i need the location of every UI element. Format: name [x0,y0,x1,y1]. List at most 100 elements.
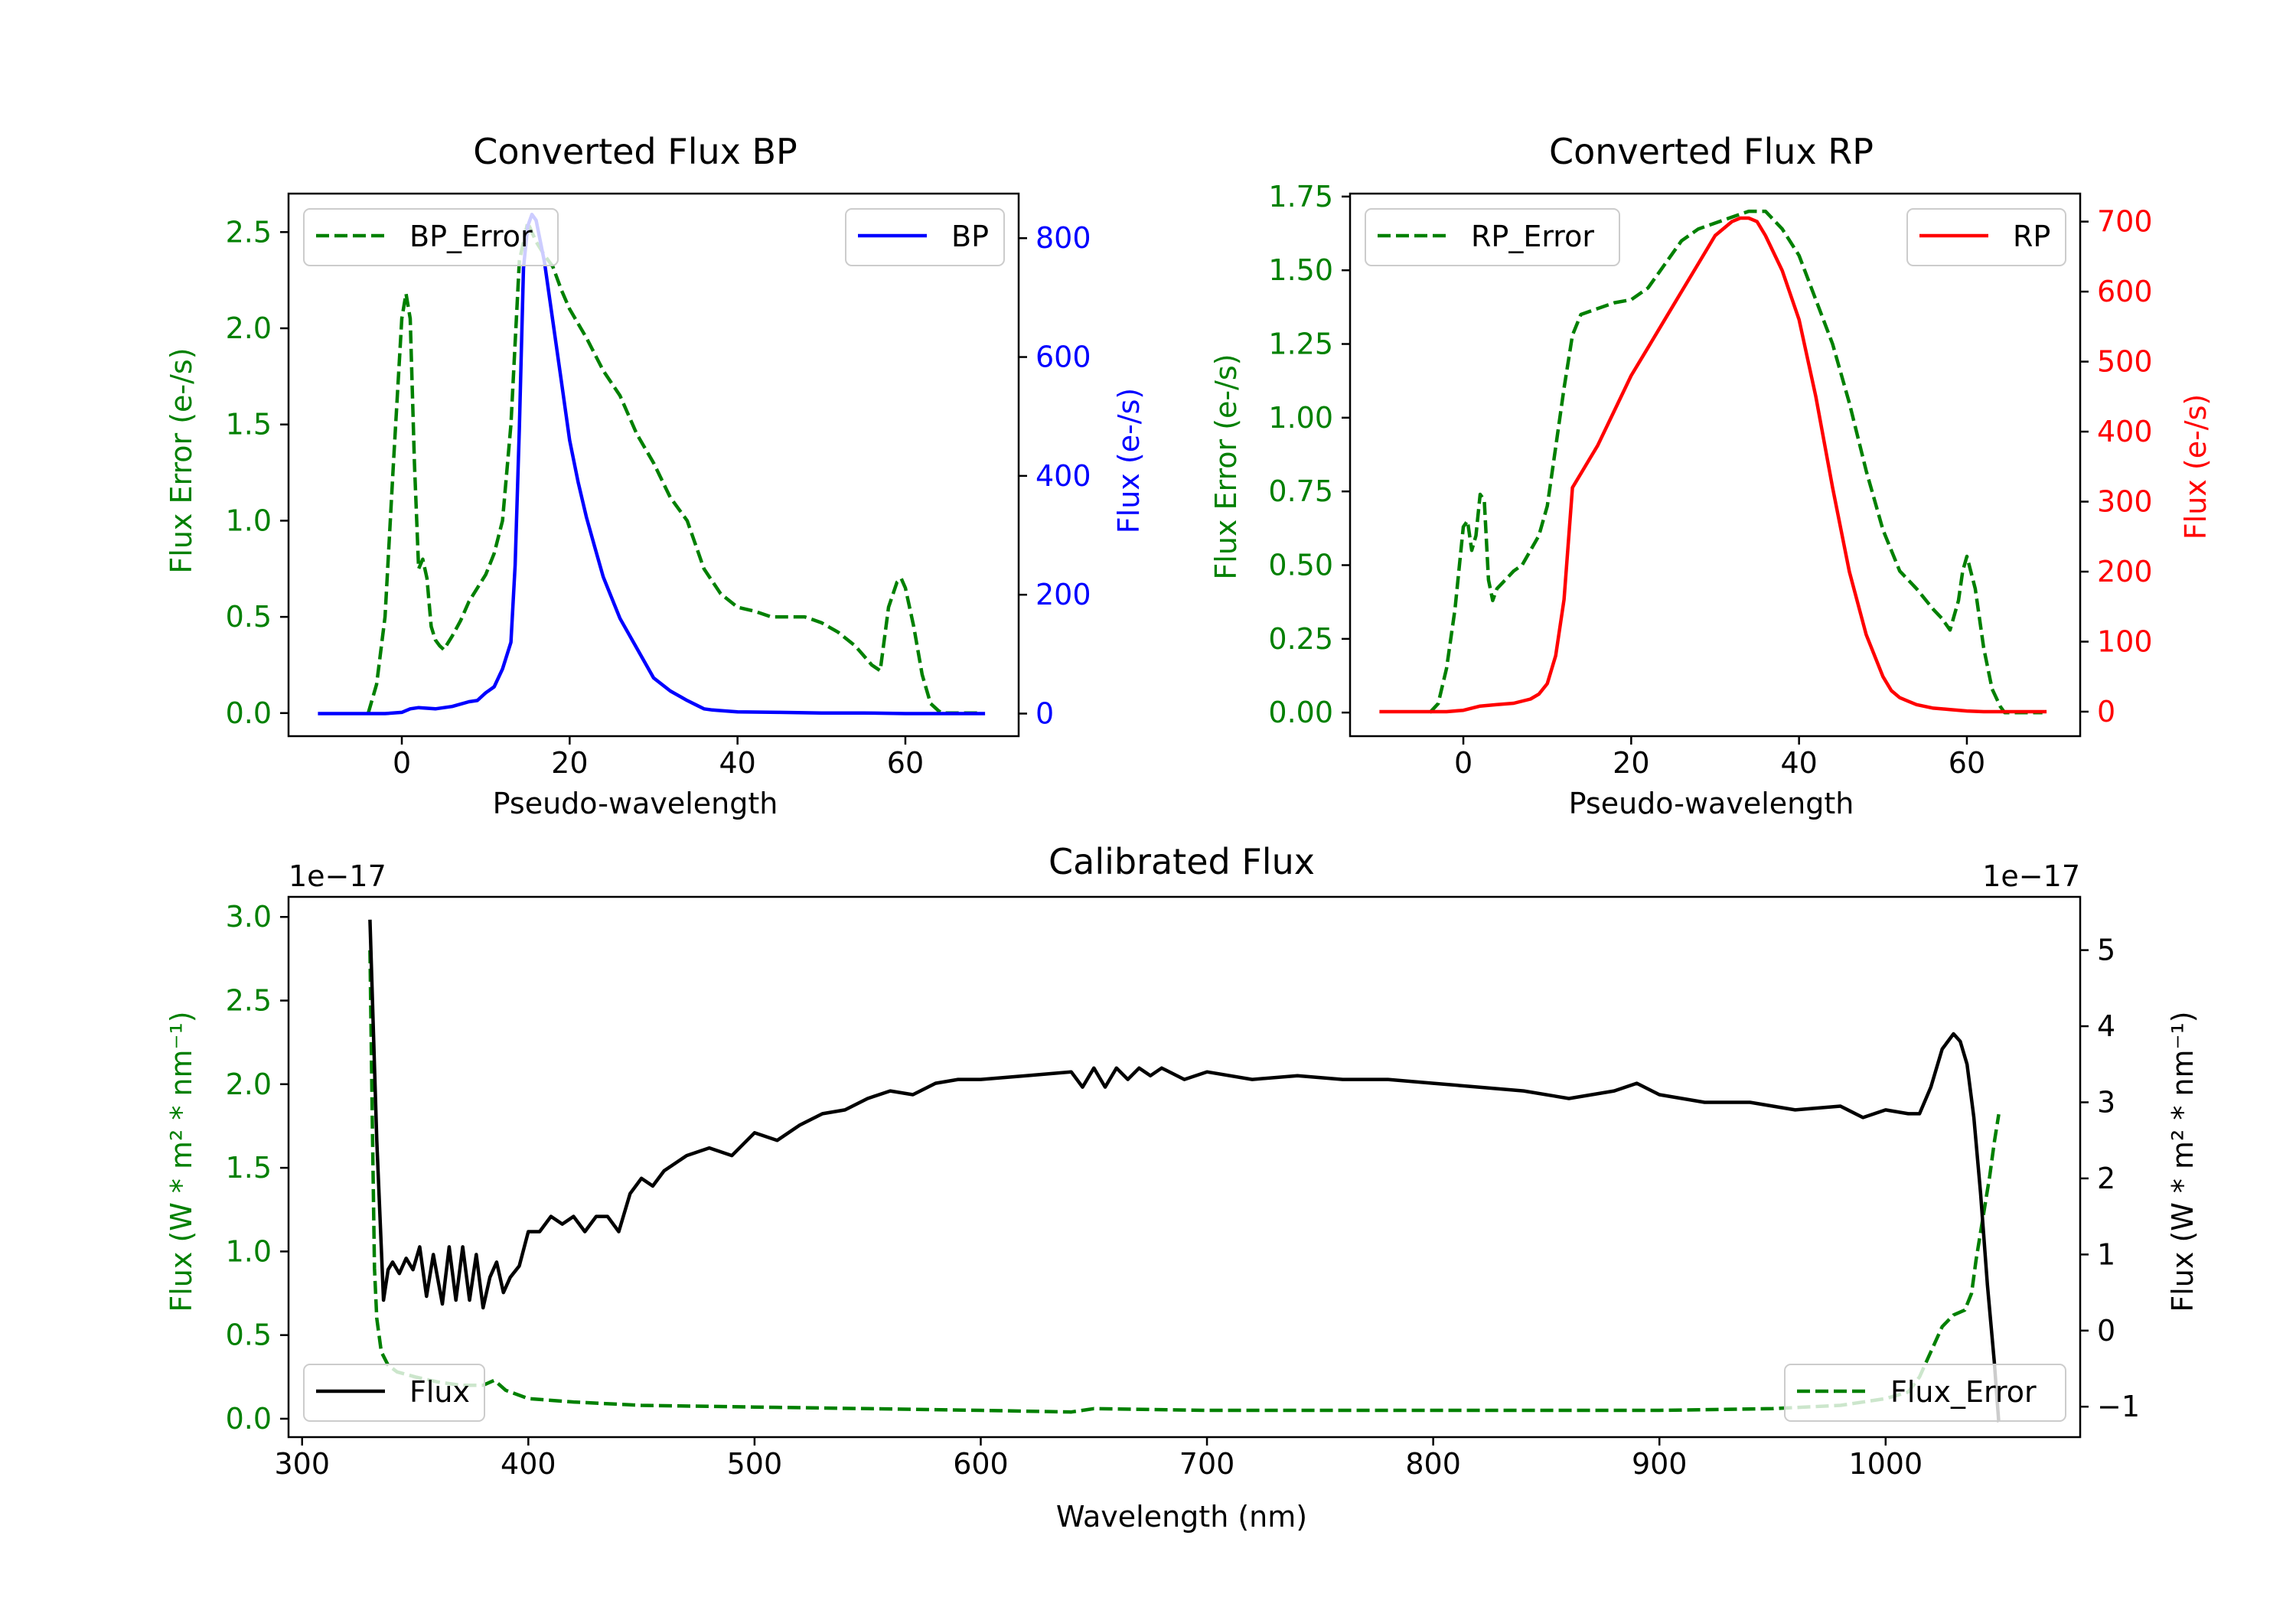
rp-legend-flux-label: RP [2013,220,2050,253]
cal-x-tick-label: 700 [1179,1447,1235,1481]
rp-right-tick-label: 100 [2097,624,2153,658]
cal-x-tick-label: 1000 [1848,1447,1923,1481]
bp-legend-error-label: BP_Error [409,220,533,253]
rp-left-axis-label: Flux Error (e-/s) [1209,354,1243,579]
bp-left-axis-label: Flux Error (e-/s) [165,347,198,573]
bp-left-tick-label: 0.5 [226,600,272,634]
bp-left-tick-label: 2.0 [226,311,272,345]
cal-flux-line [368,919,2001,1423]
rp-right-tick-label: 400 [2097,415,2153,448]
rp-title: Converted Flux RP [1549,131,1874,172]
rp-x-tick-label: 20 [1613,746,1649,780]
rp-legend-flux: RP [1906,208,2066,266]
rp-x-axis-label: Pseudo-wavelength [1569,787,1854,820]
bp-left-tick-label: 0.0 [226,696,272,730]
rp-right-tick-label: 600 [2097,275,2153,308]
rp-right-tick-label: 0 [2097,695,2115,729]
bp-x-tick-label: 40 [719,746,755,780]
bp-legend-flux: BP [845,208,1005,266]
rp-left-tick-label: 1.00 [1268,401,1333,435]
bp-legend-error-box [303,208,559,266]
cal-right-tick-label: 4 [2097,1009,2115,1043]
cal-legend-flux-label: Flux [409,1375,470,1409]
cal-left-tick-label: 3.0 [226,900,272,934]
bp-right-tick-label: 200 [1035,578,1091,611]
rp-right-tick-label: 300 [2097,485,2153,519]
cal-right-tick-label: 2 [2097,1162,2115,1195]
cal-right-tick-label: 3 [2097,1085,2115,1119]
cal-x-tick-label: 600 [953,1447,1009,1481]
rp-right-tick-label: 200 [2097,555,2153,588]
bp-legend-flux-label: BP [951,220,989,253]
rp-legend-error: RP_Error [1365,208,1620,266]
bp-error-line [367,220,981,715]
rp-right-tick-label: 700 [2097,205,2153,239]
panel-calibrated-flux: Calibrated Flux Wavelength (nm) Flux (W … [165,841,2200,1534]
bp-x-tick-label: 20 [551,746,588,780]
rp-legend-error-box [1365,208,1620,266]
bp-right-tick-label: 600 [1035,341,1091,374]
cal-x-tick-label: 900 [1632,1447,1688,1481]
rp-left-tick-label: 1.75 [1268,180,1333,214]
cal-left-axis-label: Flux (W * m² * nm⁻¹) [165,1011,198,1312]
panel-converted-flux-rp: Converted Flux RP Pseudo-wavelength Flux… [1209,131,2213,820]
cal-right-tick-label: −1 [2097,1390,2140,1423]
cal-right-offset-label: 1e−17 [1982,859,2080,893]
cal-title: Calibrated Flux [1049,841,1315,882]
bp-right-tick-label: 400 [1035,459,1091,493]
rp-left-tick-label: 0.00 [1268,696,1333,729]
cal-axes-frame [287,895,2082,1439]
rp-left-tick-label: 1.25 [1268,328,1333,361]
cal-left-tick-label: 2.0 [226,1068,272,1101]
cal-plot-layer: 300 400 500 600 700 800 900 1000 0.0 0.5 1.0 1.5 2.0… [226,900,2140,1481]
cal-legend-error-label: Flux_Error [1890,1375,2037,1409]
cal-left-tick-label: 2.5 [226,984,272,1018]
bp-x-tick-label: 60 [887,746,924,780]
bp-left-tick-label: 2.5 [226,215,272,249]
cal-left-tick-label: 1.0 [226,1234,272,1268]
cal-legend-flux-box [303,1364,485,1422]
rp-left-tick-label: 0.50 [1268,549,1333,582]
rp-left-tick-label: 0.25 [1268,622,1333,656]
cal-right-tick-label: 1 [2097,1237,2115,1271]
bp-x-axis-label: Pseudo-wavelength [493,787,778,820]
cal-left-tick-label: 0.0 [226,1402,272,1436]
bp-title: Converted Flux BP [473,131,797,172]
bp-axes-frame [287,192,1020,738]
bp-right-axis-label: Flux (e-/s) [1112,388,1146,533]
cal-left-offset-label: 1e−17 [289,859,386,893]
cal-x-tick-label: 500 [727,1447,783,1481]
rp-right-axis-label: Flux (e-/s) [2179,394,2213,539]
cal-x-tick-label: 400 [501,1447,556,1481]
bp-left-tick-label: 1.0 [226,504,272,537]
rp-plot-layer: 0 20 40 60 0.00 0.25 0.50 0.75 1.00 1.25 1.50 1.75 0… [1268,180,2152,780]
cal-right-tick-label: 0 [2097,1314,2115,1348]
rp-x-tick-label: 40 [1780,746,1817,780]
bp-flux-line [318,212,986,715]
rp-left-tick-label: 1.50 [1268,253,1333,287]
cal-x-axis-label: Wavelength (nm) [1056,1500,1307,1534]
bp-left-tick-label: 1.5 [226,408,272,442]
rp-axes-frame [1349,192,2082,738]
cal-right-tick-label: 5 [2097,934,2115,967]
bp-right-tick-label: 800 [1035,221,1091,255]
bp-legend-error: BP_Error [303,208,559,266]
rp-legend-error-label: RP_Error [1471,220,1594,253]
rp-right-tick-label: 500 [2097,345,2153,379]
cal-legend-error-box [1784,1364,2066,1422]
cal-left-tick-label: 1.5 [226,1151,272,1185]
cal-x-tick-label: 800 [1405,1447,1461,1481]
cal-left-tick-label: 0.5 [226,1319,272,1352]
rp-x-tick-label: 60 [1949,746,1985,780]
cal-x-tick-label: 300 [274,1447,330,1481]
rp-error-line [1428,209,2043,715]
bp-plot-layer: 0 20 40 60 0.0 0.5 1.0 1.5 2.0 2.5 0 200 400 600 800 [226,212,1091,780]
bp-right-tick-label: 0 [1035,696,1054,730]
rp-flux-line [1379,216,2047,714]
panel-converted-flux-bp: Converted Flux BP Pseudo-wavelength Flux… [165,131,1146,820]
cal-right-axis-label: Flux (W * m² * nm⁻¹) [2166,1011,2200,1312]
rp-x-tick-label: 0 [1454,746,1473,780]
cal-legend-error: Flux_Error [1784,1364,2066,1422]
